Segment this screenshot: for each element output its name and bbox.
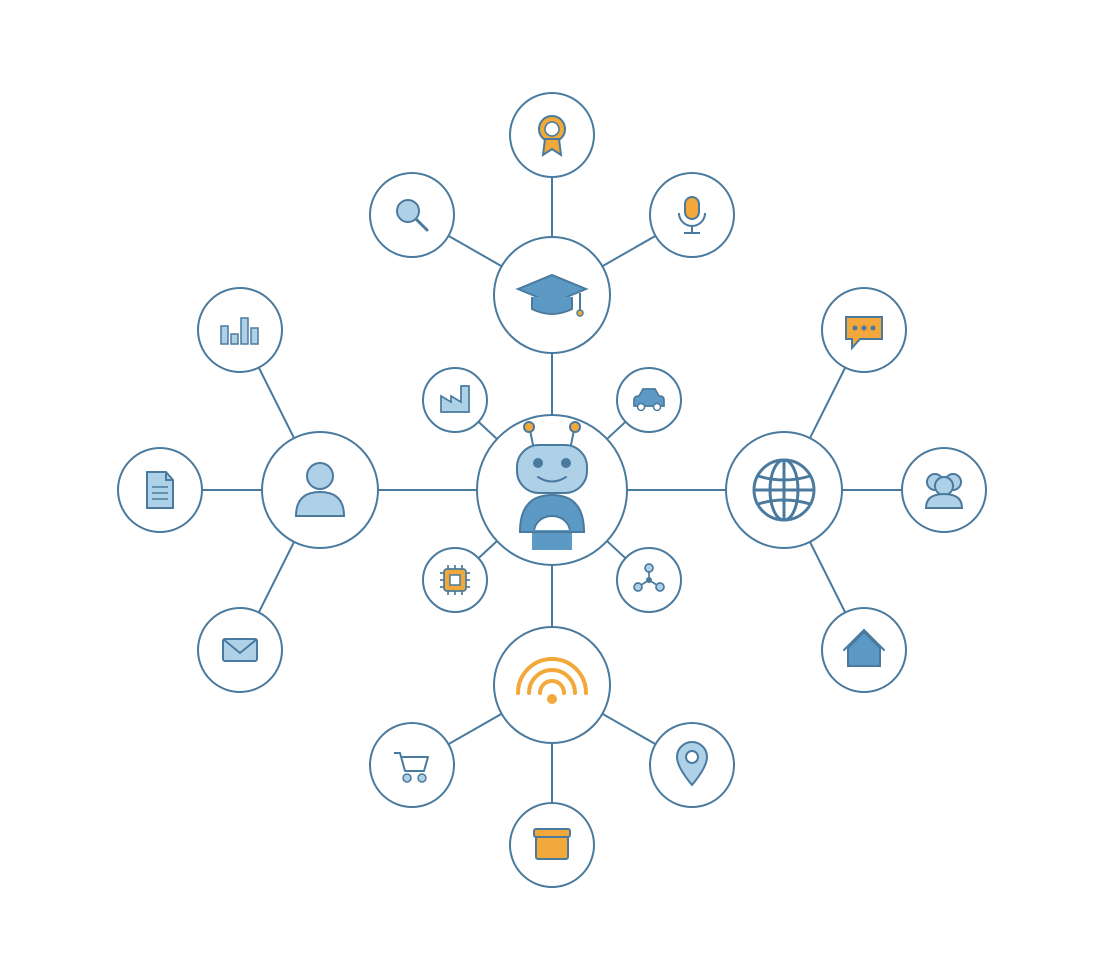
cart-node	[370, 723, 454, 807]
home-node	[822, 608, 906, 692]
car-node	[617, 368, 681, 432]
document-node	[118, 448, 202, 532]
mic-node	[650, 173, 734, 257]
chat-node	[822, 288, 906, 372]
pin-node	[650, 723, 734, 807]
mail-node	[198, 608, 282, 692]
network-node	[617, 548, 681, 612]
award-node	[510, 93, 594, 177]
center-robot	[477, 415, 627, 565]
user-hub	[262, 432, 378, 548]
education-hub	[494, 237, 610, 353]
search-node	[370, 173, 454, 257]
chip-node	[423, 548, 487, 612]
factory-node	[423, 368, 487, 432]
box-node	[510, 803, 594, 887]
wifi-hub	[494, 627, 610, 743]
chart-node	[198, 288, 282, 372]
chatbot-network-diagram	[0, 0, 1105, 980]
globe-hub	[726, 432, 842, 548]
group-node	[902, 448, 986, 532]
